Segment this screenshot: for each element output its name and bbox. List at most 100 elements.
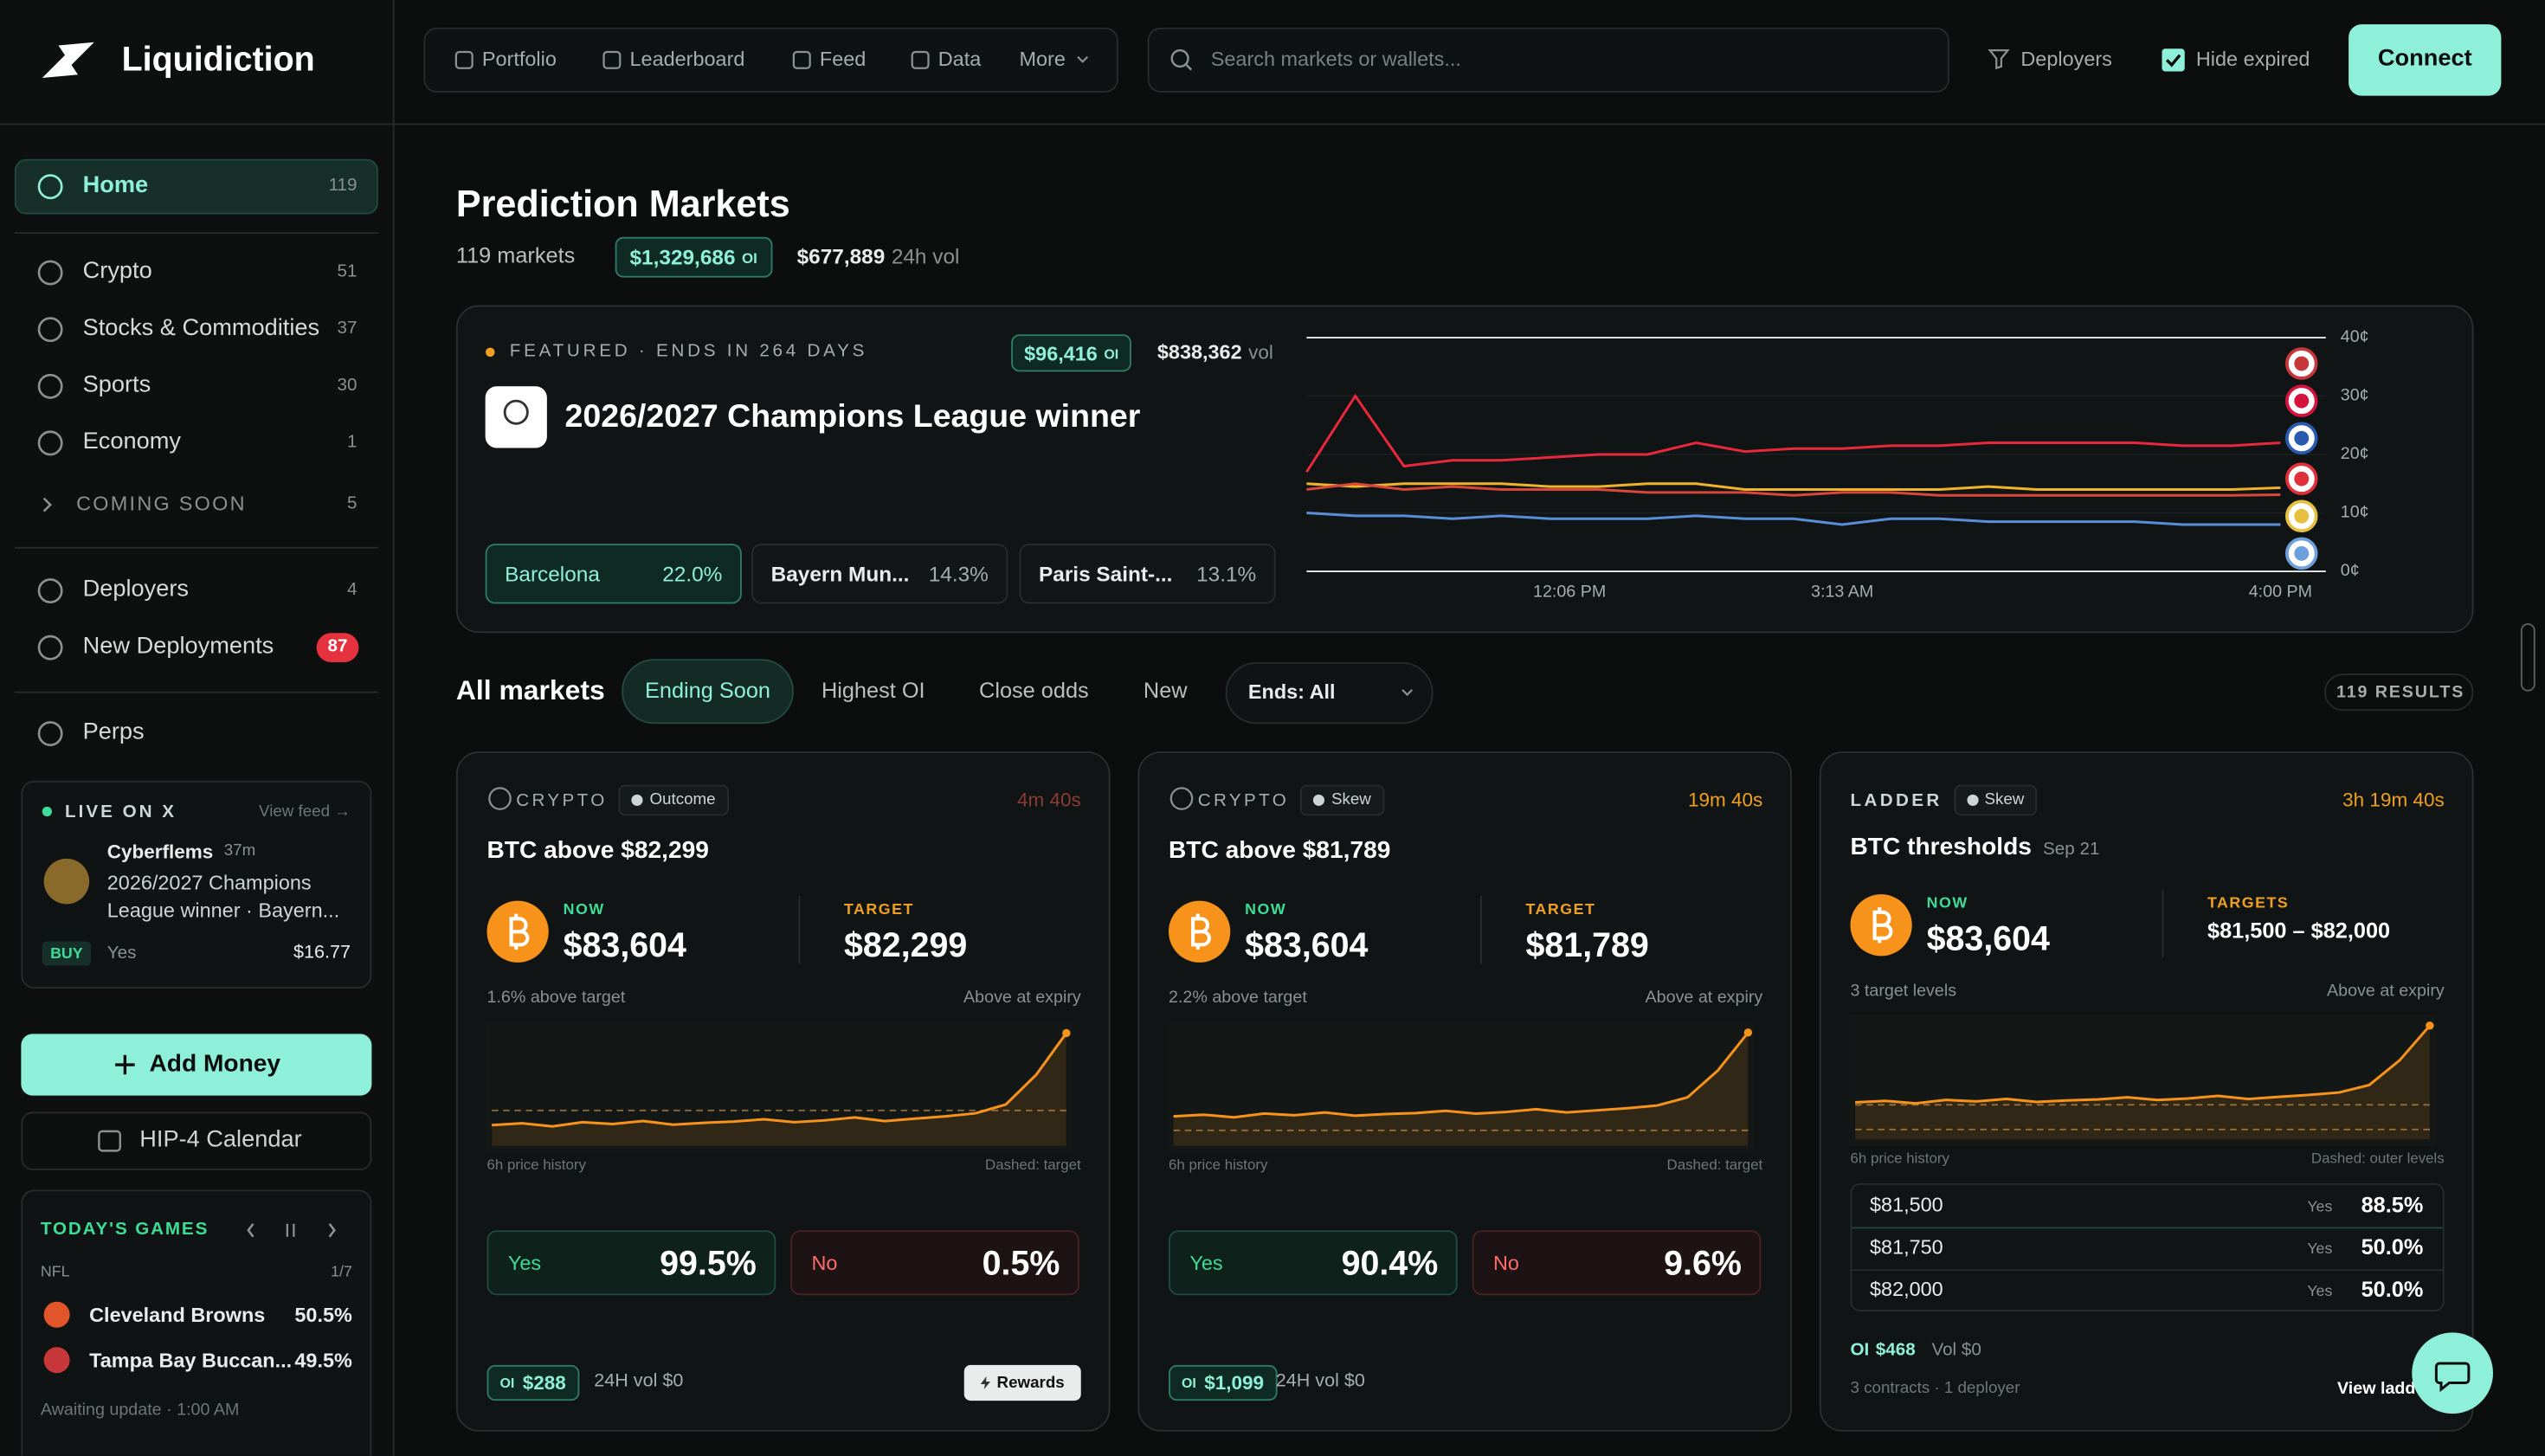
team-pct: 49.5%: [294, 1350, 352, 1373]
outcome-button[interactable]: Bayern Mun... 14.3%: [751, 544, 1008, 604]
dashed-label: Dashed: target: [1666, 1156, 1763, 1173]
ladder-oi-tag: OI: [1850, 1340, 1870, 1361]
menu-label[interactable]: New Deployments: [82, 633, 274, 660]
view-ladder[interactable]: View ladder: [2337, 1379, 2432, 1399]
nav-item[interactable]: Data: [937, 48, 982, 71]
history-label: 6h price history: [486, 1156, 586, 1173]
ends-select[interactable]: Ends: All: [1225, 662, 1434, 725]
filter-tab[interactable]: New: [1143, 678, 1188, 703]
featured-card[interactable]: FEATURED · ENDS IN 264 DAYS $96,416 OI $838…: [455, 305, 2474, 634]
ladder-side: Yes: [2307, 1282, 2333, 1301]
yes-button[interactable]: Yes 99.5%: [486, 1230, 776, 1296]
menu-label[interactable]: Crypto: [82, 258, 152, 285]
buy-pill: BUY: [42, 941, 91, 966]
menu-label[interactable]: Stocks & Commodities: [82, 315, 320, 342]
divider: [798, 896, 801, 964]
section-title: All markets: [455, 674, 605, 706]
outcome-button[interactable]: Paris Saint-... 13.1%: [1019, 544, 1276, 604]
card-note: 2.2% above target: [1169, 988, 1307, 1008]
divider: [1480, 896, 1482, 964]
kind-icon: [1313, 794, 1325, 806]
market-card[interactable]: LADDER Skew 3h 19m 40s BTC thresholds Sep 21…: [1819, 751, 2474, 1432]
live-text: 2026/2027 Champions League winner · Baye…: [106, 871, 340, 922]
history-label: 6h price history: [1850, 1150, 1949, 1167]
results-count: 119 RESULTS: [2336, 682, 2465, 703]
ladder-separator: [1852, 1227, 2443, 1229]
filter-tab[interactable]: Close odds: [979, 678, 1089, 703]
featured-label: FEATURED · ENDS IN 264 DAYS: [509, 341, 868, 362]
no-label: No: [811, 1252, 838, 1275]
card-kind: Skew: [1984, 791, 2025, 809]
kind-pill: Skew: [1300, 784, 1384, 816]
outcome-name: Barcelona: [505, 561, 600, 586]
menu-label[interactable]: Deployers: [82, 577, 190, 603]
ladder-pct: 50.0%: [2361, 1234, 2424, 1260]
card-expiry: Above at expiry: [963, 988, 1081, 1008]
connect-button[interactable]: Connect: [2348, 24, 2502, 96]
menu-count: 4: [347, 580, 358, 600]
now-label: NOW: [563, 901, 605, 919]
live-link[interactable]: View feed →: [259, 803, 351, 821]
rewards-badge[interactable]: Rewards: [963, 1364, 1081, 1401]
card-title: BTC above $81,789: [1169, 836, 1391, 865]
market-card[interactable]: CRYPTO Skew 19m 40s BTC above $81,789 NOW $83…: [1137, 751, 1792, 1432]
market-count: 119 markets: [455, 243, 576, 268]
card-oi: OI $288: [486, 1364, 579, 1401]
menu-label[interactable]: Economy: [82, 428, 181, 455]
search-placeholder: Search markets or wallets...: [1210, 48, 1461, 71]
filter-tab[interactable]: Ending Soon: [645, 678, 770, 703]
live-title: LIVE ON X: [65, 802, 177, 822]
menu-label[interactable]: Perps: [82, 719, 145, 746]
no-button[interactable]: No 0.5%: [790, 1230, 1079, 1296]
target-label: TARGET: [844, 901, 914, 919]
target-label: TARGETS: [2207, 894, 2290, 913]
filter-tab[interactable]: Highest OI: [821, 678, 925, 703]
ladder-footer: 3 contracts · 1 deployer: [1850, 1379, 2020, 1398]
no-value: 0.5%: [982, 1245, 1060, 1284]
tab-active[interactable]: [622, 659, 794, 725]
add-money-label: Add Money: [149, 1050, 281, 1078]
ends-select-label: Ends: All: [1247, 680, 1336, 704]
outcome-name: Paris Saint-...: [1039, 561, 1173, 586]
nav-item[interactable]: More: [1019, 48, 1066, 71]
hide-expired[interactable]: Hide expired: [2195, 48, 2310, 71]
nav-item[interactable]: Feed: [819, 48, 867, 71]
menu-count: 30: [337, 375, 358, 396]
target-label: TARGET: [1525, 901, 1596, 919]
card-title-row: BTC above $81,789: [1169, 837, 1390, 865]
live-outcome: Yes: [106, 944, 137, 963]
card-volume: 24H vol $0: [1275, 1371, 1365, 1392]
card-meta: CRYPTO Skew: [1169, 784, 1384, 816]
outcome-button[interactable]: Barcelona 22.0%: [485, 544, 742, 604]
yes-button[interactable]: Yes 90.4%: [1169, 1230, 1458, 1296]
connect-label: Connect: [2377, 46, 2472, 73]
card-category: LADDER: [1850, 790, 1943, 810]
card-oi-tag: OI: [1182, 1375, 1196, 1391]
results-pill: 119 RESULTS: [2324, 673, 2474, 712]
outcome-pct: 13.1%: [1196, 561, 1257, 586]
ladder-separator: [1852, 1269, 2443, 1272]
calendar-button[interactable]: HIP-4 Calendar: [21, 1111, 372, 1170]
deployers-filter[interactable]: Deployers: [2020, 48, 2112, 71]
card-title: BTC thresholds: [1850, 833, 2032, 861]
search-box[interactable]: [1147, 27, 1949, 93]
no-button[interactable]: No 9.6%: [1472, 1230, 1762, 1296]
menu-label[interactable]: Home: [82, 172, 149, 199]
live-amount: $16.77: [293, 943, 351, 963]
card-oi: OI $1,099: [1169, 1364, 1278, 1401]
brand-name: Liquidiction: [121, 41, 315, 79]
nav-item[interactable]: Portfolio: [481, 48, 557, 71]
separator: [14, 546, 378, 549]
market-card[interactable]: CRYPTO Outcome 4m 40s BTC above $82,299 NOW $…: [455, 751, 1111, 1432]
menu-label[interactable]: Sports: [82, 371, 151, 398]
nav-item[interactable]: Leaderboard: [629, 48, 745, 71]
calendar-label: HIP-4 Calendar: [139, 1126, 302, 1153]
yes-value: 90.4%: [1341, 1245, 1439, 1284]
nav-item-active[interactable]: [14, 158, 378, 215]
card-date: Sep 21: [2043, 840, 2100, 860]
add-money-button[interactable]: Add Money: [21, 1034, 372, 1096]
now-label: NOW: [1926, 894, 1968, 913]
now-value: $83,604: [1245, 927, 1369, 965]
menu-label[interactable]: COMING SOON: [76, 493, 247, 516]
